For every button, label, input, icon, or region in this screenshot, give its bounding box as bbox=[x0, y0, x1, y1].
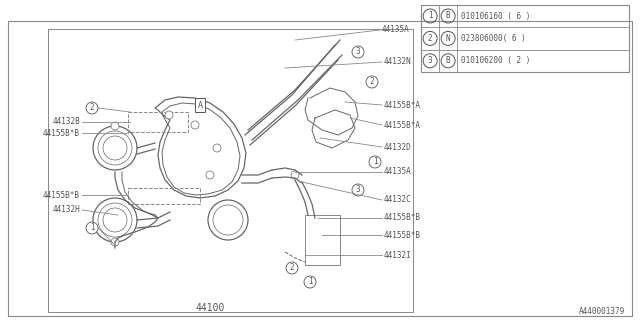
Text: 44135A: 44135A bbox=[384, 167, 412, 177]
Text: 44132I: 44132I bbox=[384, 251, 412, 260]
Text: 1: 1 bbox=[308, 277, 312, 286]
Text: 010106200 ( 2 ): 010106200 ( 2 ) bbox=[461, 56, 531, 65]
Text: B: B bbox=[446, 12, 451, 20]
Text: 3: 3 bbox=[428, 56, 433, 65]
Circle shape bbox=[86, 102, 98, 114]
Text: 44132H: 44132H bbox=[52, 205, 80, 214]
Text: A440001379: A440001379 bbox=[579, 308, 625, 316]
Text: B: B bbox=[446, 56, 451, 65]
Text: 2: 2 bbox=[370, 77, 374, 86]
Text: A: A bbox=[198, 100, 202, 109]
Circle shape bbox=[213, 144, 221, 152]
Text: N: N bbox=[446, 34, 451, 43]
Circle shape bbox=[111, 122, 119, 130]
Text: 44100: 44100 bbox=[195, 303, 225, 313]
Text: 023806000( 6 ): 023806000( 6 ) bbox=[461, 34, 526, 43]
Text: 44132B: 44132B bbox=[52, 117, 80, 126]
Bar bbox=[48, 29, 413, 312]
Text: 44155B*A: 44155B*A bbox=[384, 121, 421, 130]
Circle shape bbox=[352, 184, 364, 196]
Circle shape bbox=[352, 46, 364, 58]
Circle shape bbox=[291, 171, 299, 179]
Text: 2: 2 bbox=[90, 103, 94, 113]
Circle shape bbox=[165, 111, 173, 119]
Text: 44155B*B: 44155B*B bbox=[384, 230, 421, 239]
Text: 3: 3 bbox=[356, 186, 360, 195]
Circle shape bbox=[286, 262, 298, 274]
Circle shape bbox=[304, 276, 316, 288]
Text: 1: 1 bbox=[90, 223, 94, 233]
Text: 44132C: 44132C bbox=[384, 196, 412, 204]
Text: 44155B*B: 44155B*B bbox=[43, 129, 80, 138]
Circle shape bbox=[86, 222, 98, 234]
Text: 1: 1 bbox=[428, 12, 433, 20]
Bar bbox=[128, 188, 200, 204]
Bar bbox=[305, 215, 340, 265]
Bar bbox=[128, 112, 188, 132]
Text: 1: 1 bbox=[372, 157, 378, 166]
Text: 44135A: 44135A bbox=[382, 26, 410, 35]
Text: 2: 2 bbox=[290, 263, 294, 273]
Text: 44132D: 44132D bbox=[384, 142, 412, 151]
Text: 44155B*A: 44155B*A bbox=[384, 100, 421, 109]
Circle shape bbox=[366, 76, 378, 88]
Text: 3: 3 bbox=[356, 47, 360, 57]
Text: 2: 2 bbox=[428, 34, 433, 43]
Circle shape bbox=[111, 238, 119, 246]
Bar bbox=[421, 5, 629, 72]
Text: 44132N: 44132N bbox=[384, 58, 412, 67]
Text: 44155B*B: 44155B*B bbox=[43, 190, 80, 199]
Circle shape bbox=[206, 171, 214, 179]
Text: 44155B*B: 44155B*B bbox=[384, 213, 421, 222]
Circle shape bbox=[191, 121, 199, 129]
Circle shape bbox=[369, 156, 381, 168]
Text: 010106160 ( 6 ): 010106160 ( 6 ) bbox=[461, 12, 531, 20]
